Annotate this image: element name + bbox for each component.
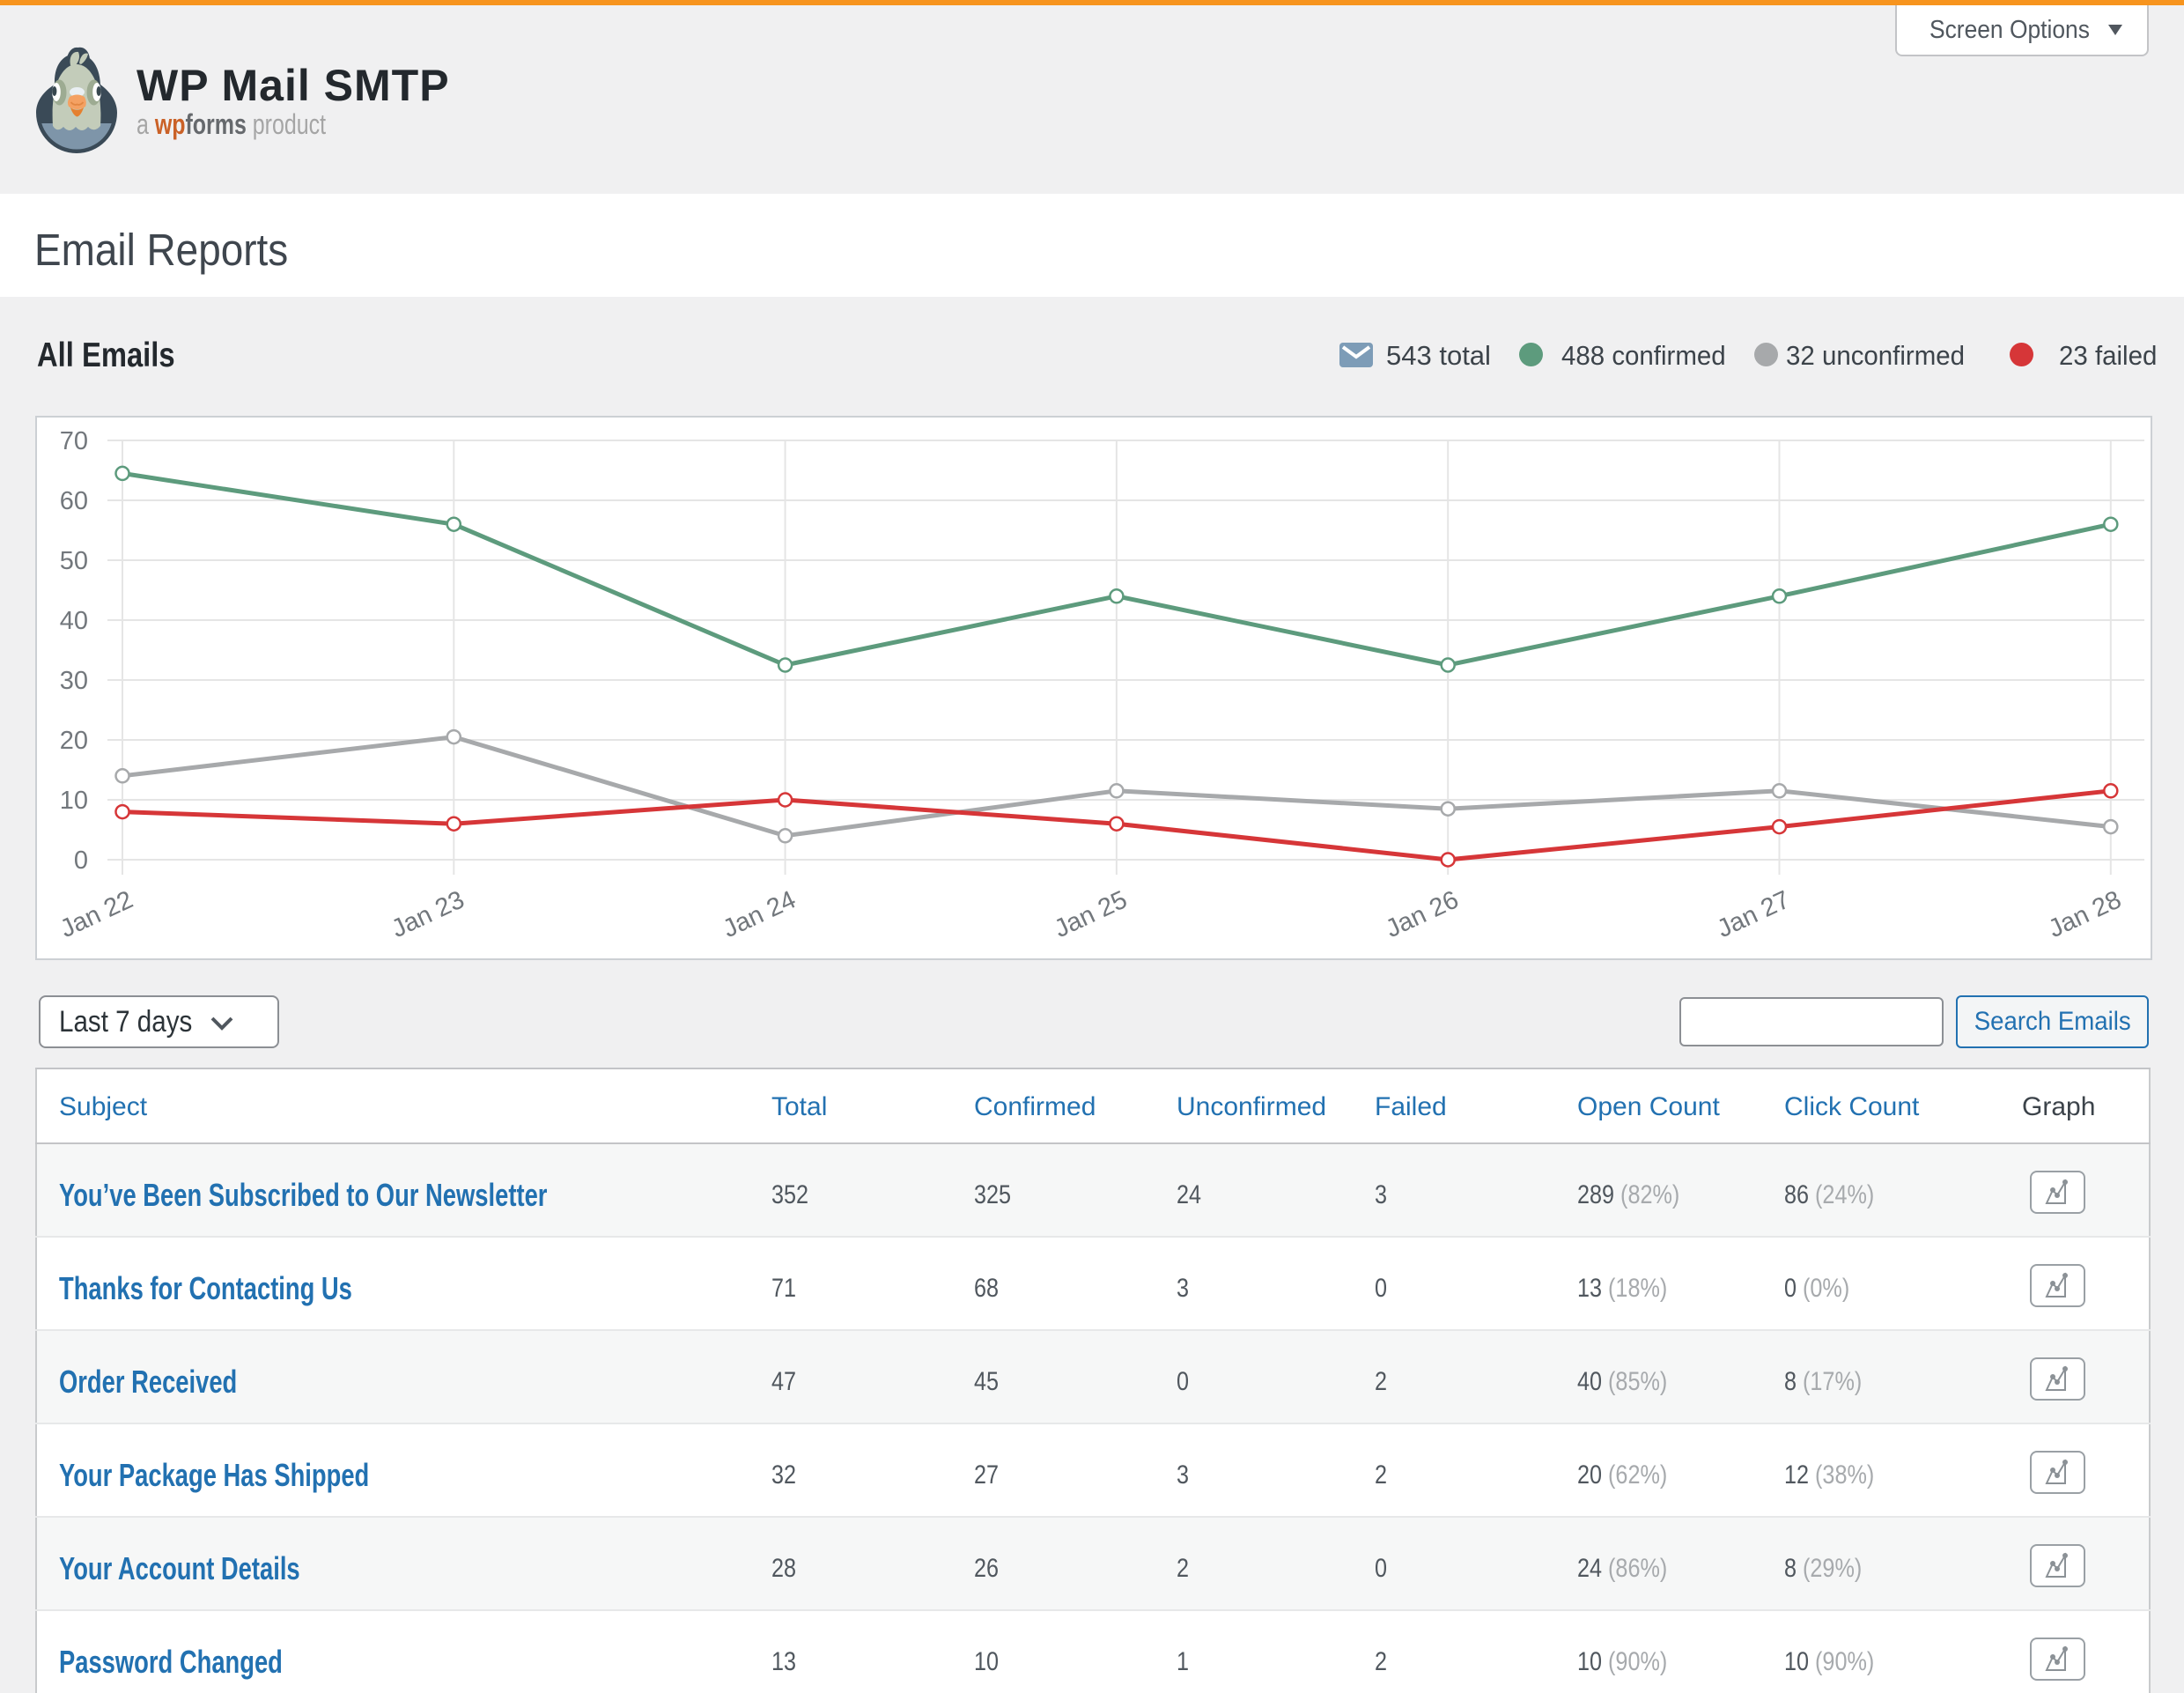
- svg-text:20: 20: [60, 727, 88, 755]
- svg-text:Jan 23: Jan 23: [387, 885, 469, 943]
- svg-text:Jan 26: Jan 26: [1382, 885, 1463, 943]
- svg-text:60: 60: [60, 487, 88, 515]
- svg-text:Jan 27: Jan 27: [1713, 885, 1794, 943]
- svg-text:Jan 25: Jan 25: [1050, 885, 1131, 943]
- svg-text:50: 50: [60, 547, 88, 575]
- svg-text:0: 0: [74, 846, 88, 875]
- svg-text:30: 30: [60, 667, 88, 695]
- svg-text:40: 40: [60, 607, 88, 635]
- svg-text:Jan 24: Jan 24: [719, 885, 800, 943]
- svg-text:10: 10: [60, 787, 88, 815]
- svg-text:Jan 22: Jan 22: [56, 885, 137, 943]
- svg-text:70: 70: [60, 427, 88, 455]
- svg-text:Jan 28: Jan 28: [2044, 885, 2125, 943]
